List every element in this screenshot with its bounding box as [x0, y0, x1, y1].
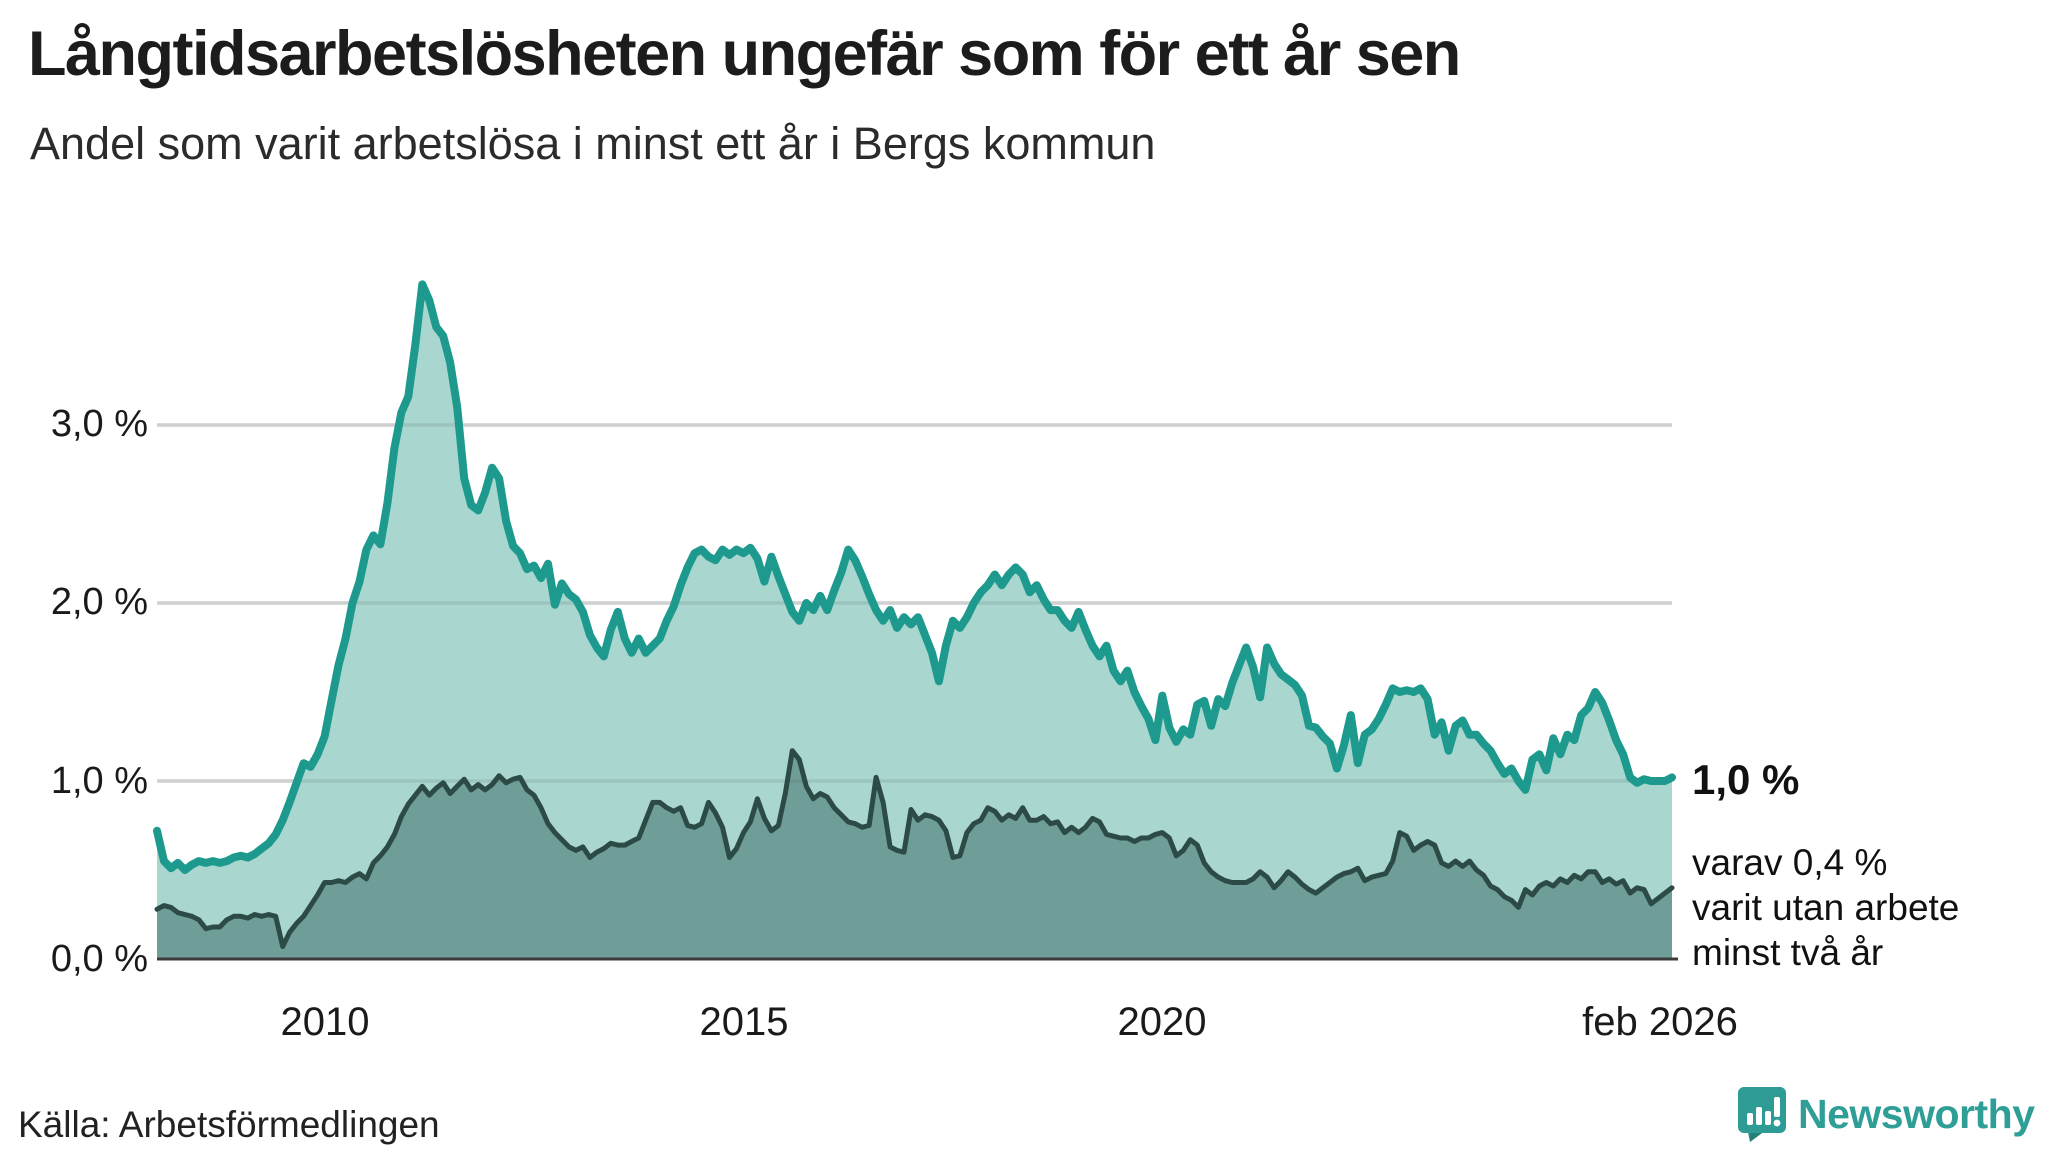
x-tick-2010: 2010: [280, 1000, 370, 1044]
x-tick-feb-2026: feb 2026: [1582, 1000, 1738, 1044]
end-label-secondary: varav 0,4 % varit utan arbete minst två …: [1692, 840, 1959, 975]
x-tick-2020: 2020: [1117, 1000, 1207, 1044]
y-tick-2: 2,0 %: [50, 581, 148, 623]
end-label-primary: 1,0 %: [1692, 756, 1800, 803]
end-label-secondary-line3: minst två år: [1692, 932, 1884, 973]
x-tick-2015: 2015: [699, 1000, 789, 1044]
y-tick-1: 1,0 %: [50, 760, 148, 802]
newsworthy-icon: [1738, 1087, 1786, 1142]
series-1yr-line: [153, 280, 1676, 874]
gridlines-overlay: [157, 423, 1672, 783]
page-title: Långtidsarbetslösheten ungefär som för e…: [28, 19, 1461, 89]
series-2yr-line: [154, 748, 1675, 949]
end-label-secondary-line2: varit utan arbete: [1692, 887, 1960, 928]
source-note: Källa: Arbetsförmedlingen: [18, 1104, 440, 1145]
end-label-secondary-line1: varav 0,4 %: [1692, 842, 1888, 883]
y-tick-3: 3,0 %: [50, 403, 148, 445]
y-tick-0: 0,0 %: [50, 938, 148, 980]
brand-name: Newsworthy: [1798, 1090, 2035, 1137]
brand-lockup: Newsworthy: [1736, 1084, 2035, 1144]
page-subtitle: Andel som varit arbetslösa i minst ett å…: [30, 118, 1156, 169]
